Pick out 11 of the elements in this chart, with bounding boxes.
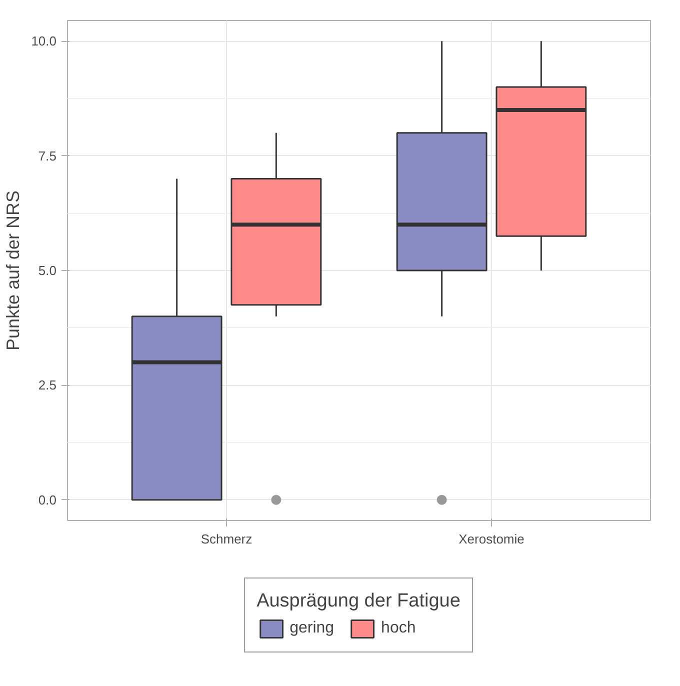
legend-title: Ausprägung der Fatigue (256, 590, 460, 612)
legend-label: hoch (381, 620, 416, 638)
y-tick-label: 0.0 (38, 492, 57, 508)
legend-label: gering (290, 620, 334, 638)
y-axis-title: Punkte auf der NRS (3, 190, 24, 351)
y-tick-label: 2.5 (38, 378, 57, 393)
y-tick-label: 5.0 (38, 263, 57, 278)
y-tick-label: 7.5 (38, 148, 57, 164)
x-tick-label: Schmerz (200, 532, 252, 546)
y-tick-label: 10.0 (31, 34, 57, 49)
x-tick-label: Xerostomie (458, 532, 524, 546)
